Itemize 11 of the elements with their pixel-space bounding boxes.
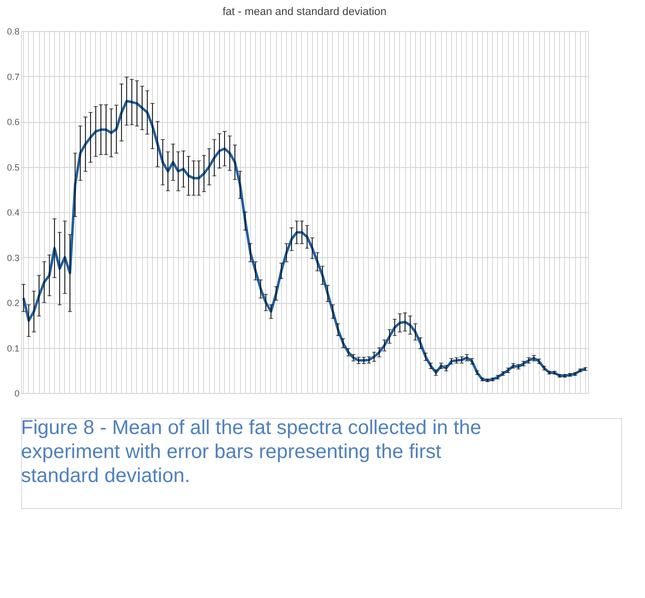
y-tick-label: 0.8 — [6, 26, 20, 36]
y-tick-label: 0.6 — [6, 117, 20, 127]
y-tick-label: 0.1 — [6, 343, 20, 354]
y-tick-label: 0.4 — [6, 208, 20, 218]
y-tick-label: 0.7 — [6, 72, 20, 82]
y-tick-label: 0 — [14, 388, 20, 398]
caption: Figure 8 - Mean of all the fat spectra collected in the experiment with error bars representing the first standard deviation. — [21, 417, 482, 487]
y-tick-label: 0.2 — [6, 298, 20, 308]
chart-title: fat - mean and standard deviation — [222, 6, 386, 18]
y-tick-label: 0.3 — [6, 252, 20, 263]
y-tick-label: 0.5 — [6, 162, 20, 172]
